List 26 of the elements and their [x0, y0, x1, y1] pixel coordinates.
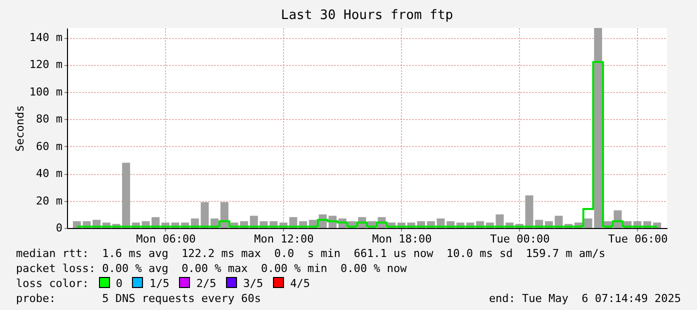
y-tick-label: 100 m: [29, 85, 63, 98]
y-tick-label: 60 m: [36, 140, 63, 153]
y-tick-label: 140 m: [29, 31, 63, 44]
text: median rtt: 1.6 ms avg 122.2 ms max 0.0 s min 661.1 us now 10.0 ms sd 159.7 m am/s: [16, 247, 606, 260]
x-tick-label: Mon 12:00: [254, 232, 314, 246]
y-tick-label: 0: [56, 222, 62, 234]
text: 0: [116, 277, 122, 290]
y-axis-title: Seconds: [13, 105, 26, 152]
bar: [220, 202, 228, 228]
text: 4/5: [290, 277, 310, 290]
text: 3/5: [243, 277, 264, 290]
y-tick-label: 80 m: [36, 112, 63, 126]
y-tick-label: 40 m: [36, 167, 63, 180]
text: loss color:: [16, 277, 89, 290]
chart-title: Last 30 Hours from ftp: [280, 8, 454, 23]
text: 1/5: [149, 277, 170, 290]
x-tick-label: Tue 06:00: [608, 232, 668, 246]
text: 2/5: [196, 277, 216, 290]
text: packet loss: 0.00 % avg 0.00 % max 0.00 % min 0.00 % now: [16, 262, 407, 275]
x-tick-label: Mon 18:00: [372, 232, 432, 246]
x-tick-label: Tue 00:00: [490, 232, 550, 246]
y-tick-label: 120 m: [29, 58, 63, 72]
text: end: Tue May 6 07:14:49 2025: [488, 291, 681, 306]
y-tick-label: 20 m: [36, 194, 63, 208]
x-tick-label: Mon 06:00: [136, 232, 196, 246]
text: probe: 5 DNS requests every 60s: [16, 292, 262, 305]
